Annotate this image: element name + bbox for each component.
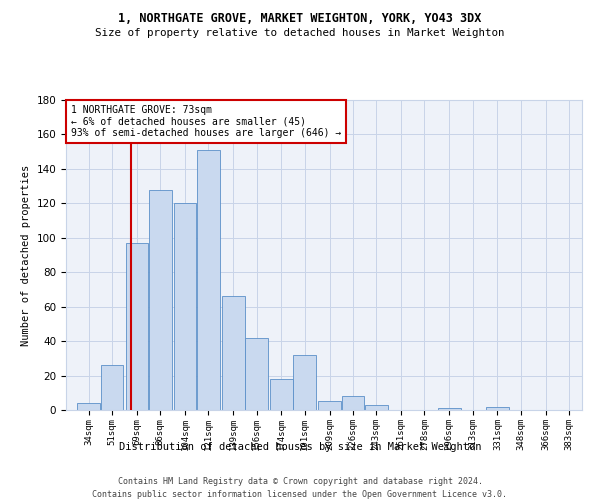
Bar <box>222 296 245 410</box>
Text: Distribution of detached houses by size in Market Weighton: Distribution of detached houses by size … <box>119 442 481 452</box>
Bar <box>365 405 388 410</box>
Text: 1, NORTHGATE GROVE, MARKET WEIGHTON, YORK, YO43 3DX: 1, NORTHGATE GROVE, MARKET WEIGHTON, YOR… <box>118 12 482 26</box>
Y-axis label: Number of detached properties: Number of detached properties <box>21 164 31 346</box>
Bar <box>149 190 172 410</box>
Text: 1 NORTHGATE GROVE: 73sqm
← 6% of detached houses are smaller (45)
93% of semi-de: 1 NORTHGATE GROVE: 73sqm ← 6% of detache… <box>71 104 341 138</box>
Bar <box>197 150 220 410</box>
Bar <box>341 396 364 410</box>
Bar <box>125 243 148 410</box>
Text: Size of property relative to detached houses in Market Weighton: Size of property relative to detached ho… <box>95 28 505 38</box>
Text: Contains HM Land Registry data © Crown copyright and database right 2024.: Contains HM Land Registry data © Crown c… <box>118 478 482 486</box>
Bar <box>77 403 100 410</box>
Bar <box>293 355 316 410</box>
Text: Contains public sector information licensed under the Open Government Licence v3: Contains public sector information licen… <box>92 490 508 499</box>
Bar <box>270 379 293 410</box>
Bar <box>486 406 509 410</box>
Bar <box>438 408 461 410</box>
Bar <box>318 402 341 410</box>
Bar <box>101 365 124 410</box>
Bar <box>173 204 196 410</box>
Bar <box>245 338 268 410</box>
